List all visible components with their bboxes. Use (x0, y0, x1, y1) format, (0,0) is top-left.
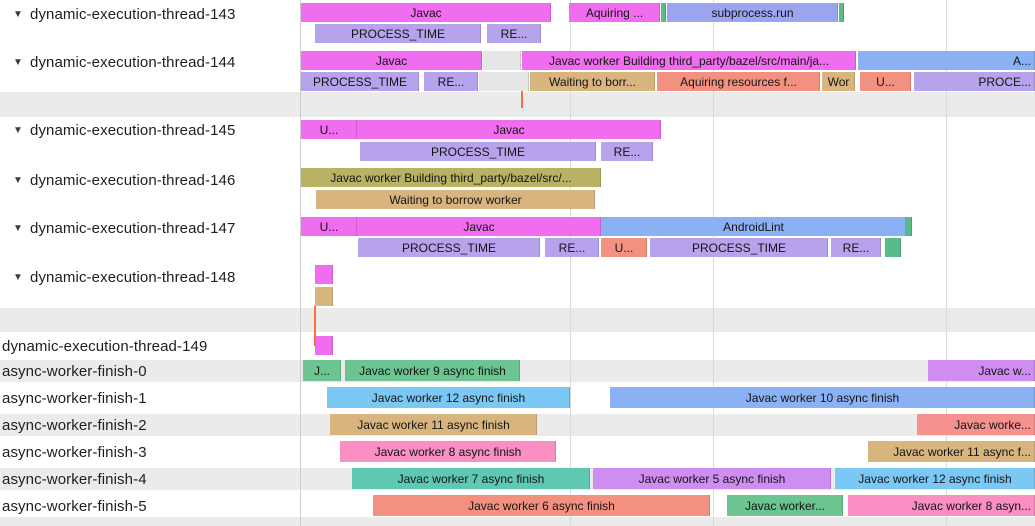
timeline-slice[interactable]: Javac worker Building third_party/bazel/… (522, 51, 856, 70)
timeline-slice[interactable]: Javac worker 12 async finish (327, 387, 570, 408)
timeline-slice[interactable] (315, 265, 333, 284)
timeline-slice[interactable] (315, 287, 333, 306)
collapse-triangle-icon[interactable]: ▼ (13, 56, 23, 68)
timeline-slice[interactable]: J... (303, 360, 341, 381)
timeline-slice[interactable]: RE... (601, 142, 653, 161)
timeline-slice[interactable]: Javac worker 7 async finish (352, 468, 590, 489)
timeline-slice[interactable] (661, 3, 666, 22)
gridline (570, 0, 571, 526)
timeline-slice[interactable]: Javac worker 6 async finish (373, 495, 710, 516)
collapse-triangle-icon[interactable]: ▼ (13, 271, 23, 283)
timeline-slice[interactable]: subprocess.run (667, 3, 838, 22)
timeline-slice[interactable] (906, 217, 912, 236)
thread-label: async-worker-finish-2 (2, 416, 147, 434)
collapse-triangle-icon[interactable]: ▼ (13, 8, 23, 20)
sidebar-row[interactable]: dynamic-execution-thread-149 (2, 336, 207, 356)
timeline-slice[interactable]: PROCESS_TIME (301, 72, 419, 91)
timeline-slice[interactable]: Aquiring resources f... (657, 72, 820, 91)
thread-label: async-worker-finish-5 (2, 497, 147, 515)
sidebar-row[interactable]: ▼ dynamic-execution-thread-148 (6, 267, 235, 287)
timeline-slice[interactable]: Javac worker 5 async finish (593, 468, 831, 489)
sidebar-row[interactable]: async-worker-finish-1 (2, 388, 147, 408)
timeline-slice[interactable] (315, 336, 333, 355)
sidebar-row[interactable]: async-worker-finish-2 (2, 415, 147, 435)
row-stripe (0, 517, 1035, 526)
sidebar-row[interactable]: async-worker-finish-3 (2, 442, 147, 462)
sidebar-row[interactable]: async-worker-finish-5 (2, 496, 147, 516)
timeline-slice[interactable]: Javac (357, 217, 601, 236)
timeline-slice[interactable]: U... (601, 238, 647, 257)
sidebar-row[interactable]: async-worker-finish-0 (2, 361, 147, 381)
sidebar-row[interactable]: ▼ dynamic-execution-thread-146 (6, 170, 235, 190)
marker-tick (314, 306, 316, 346)
thread-label: dynamic-execution-thread-144 (30, 53, 236, 71)
timeline-slice[interactable]: Javac (301, 3, 551, 22)
timeline-slice[interactable]: RE... (487, 24, 541, 43)
timeline-slice[interactable]: Javac worker 10 async finish (610, 387, 1035, 408)
thread-label: async-worker-finish-0 (2, 362, 147, 380)
timeline-slice[interactable]: Waiting to borrow worker (316, 190, 595, 209)
timeline-slice[interactable]: Javac worker 8 async finish (340, 441, 556, 462)
row-stripe (0, 92, 1035, 117)
timeline-slice[interactable]: PROCESS_TIME (650, 238, 828, 257)
thread-label: dynamic-execution-thread-148 (30, 268, 236, 286)
thread-label-panel: ▼ dynamic-execution-thread-143 ▼ dynamic-ex… (0, 0, 300, 526)
timeline-slice[interactable]: PROCESS_TIME (315, 24, 481, 43)
thread-label: dynamic-execution-thread-143 (30, 5, 236, 23)
timeline-slice[interactable]: Waiting to borr... (530, 72, 655, 91)
timeline-slice[interactable]: Wor (822, 72, 855, 91)
timeline-slice[interactable]: PROCESS_TIME (360, 142, 596, 161)
timeline-slice[interactable]: Javac worker... (727, 495, 843, 516)
timeline-slice[interactable]: A... (858, 51, 1035, 70)
thread-label: dynamic-execution-thread-146 (30, 171, 236, 189)
timeline-slice[interactable]: RE... (545, 238, 599, 257)
sidebar-row[interactable]: ▼ dynamic-execution-thread-143 (6, 4, 235, 24)
timeline-slice[interactable]: PROCESS_TIME (358, 238, 540, 257)
collapse-triangle-icon[interactable]: ▼ (13, 124, 23, 136)
thread-label: dynamic-execution-thread-149 (2, 337, 208, 355)
row-stripe (0, 308, 1035, 332)
timeline-slice[interactable]: AndroidLint (601, 217, 906, 236)
timeline-gap (483, 51, 521, 70)
thread-label: async-worker-finish-4 (2, 470, 147, 488)
timeline-slice[interactable]: Javac worker 12 async finish (835, 468, 1035, 489)
timeline-slice[interactable]: U... (301, 120, 357, 139)
timeline-slice[interactable]: PROCE... (914, 72, 1035, 91)
timeline-slice[interactable]: Javac (301, 51, 482, 70)
timeline-slice[interactable]: Javac worker 11 async finish (330, 414, 537, 435)
gridline (946, 0, 947, 526)
sidebar-row[interactable]: ▼ dynamic-execution-thread-147 (6, 218, 235, 238)
timeline-slice[interactable]: RE... (831, 238, 881, 257)
thread-label: async-worker-finish-3 (2, 443, 147, 461)
panel-divider (300, 0, 301, 526)
thread-label: dynamic-execution-thread-147 (30, 219, 236, 237)
thread-label: dynamic-execution-thread-145 (30, 121, 236, 139)
gridline (713, 0, 714, 526)
timeline-slice[interactable]: RE... (424, 72, 478, 91)
timeline-slice[interactable] (885, 238, 901, 257)
collapse-triangle-icon[interactable]: ▼ (13, 222, 23, 234)
timeline-slice[interactable]: Javac worke... (917, 414, 1035, 435)
collapse-triangle-icon[interactable]: ▼ (13, 174, 23, 186)
timeline-slice[interactable]: Javac w... (928, 360, 1035, 381)
timeline-slice[interactable] (839, 3, 844, 22)
timeline-slice[interactable]: Javac worker 8 asyn... (848, 495, 1035, 516)
timeline-slice[interactable]: U... (860, 72, 911, 91)
timeline-slice[interactable]: Javac worker Building third_party/bazel/… (301, 168, 601, 187)
timeline-slice[interactable]: U... (301, 217, 357, 236)
marker-tick (521, 91, 523, 108)
timeline-gap (479, 72, 529, 91)
timeline-slice[interactable]: Aquiring ... (569, 3, 660, 22)
sidebar-row[interactable]: ▼ dynamic-execution-thread-145 (6, 120, 235, 140)
timeline-slice[interactable]: Javac worker 9 async finish (345, 360, 520, 381)
sidebar-row[interactable]: async-worker-finish-4 (2, 469, 147, 489)
thread-label: async-worker-finish-1 (2, 389, 147, 407)
sidebar-row[interactable]: ▼ dynamic-execution-thread-144 (6, 52, 235, 72)
timeline-slice[interactable]: Javac worker 11 async f... (868, 441, 1035, 462)
timeline-slice[interactable]: Javac (357, 120, 661, 139)
